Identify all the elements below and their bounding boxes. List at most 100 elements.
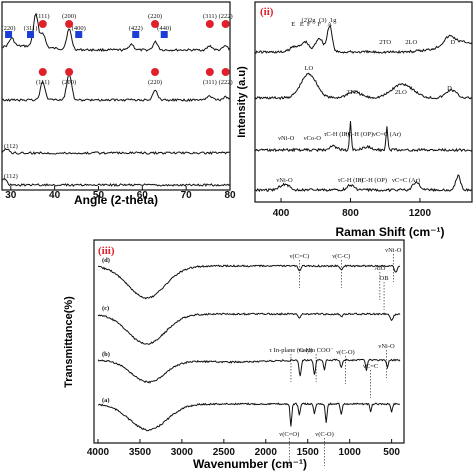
peak-label: (222) [219, 13, 233, 20]
x-tick-label: 4000 [87, 447, 110, 458]
ftir-annotation: ν(C-O) [315, 431, 333, 438]
raman-annotation: LO [304, 65, 313, 72]
square-marker [75, 31, 83, 38]
ftir-trace [97, 264, 401, 300]
xrd-trace [1, 72, 231, 102]
panel-i-frame [1, 1, 231, 191]
series-label: (a) [102, 397, 110, 404]
raman-annotation: νCo-O [304, 135, 322, 142]
circle-marker [205, 20, 214, 28]
ftir-annotation: ν(C=O) [279, 431, 299, 438]
x-tick-label: 2500 [213, 447, 236, 458]
x-tick-label: 1200 [409, 208, 432, 219]
raman-annotation: A [327, 21, 332, 28]
raman-annotation: 2LO [405, 39, 417, 46]
panel-ii-xlabel: Raman Shift (cm⁻¹) [335, 225, 444, 239]
raman-annotation: νC=C (Ar) [392, 177, 420, 184]
square-marker [132, 31, 140, 38]
trace-label: (112) [4, 143, 18, 150]
series-label: (b) [102, 351, 110, 358]
series-label: (c) [102, 305, 109, 312]
peak-label: (111) [36, 13, 50, 20]
x-tick-label: 400 [273, 208, 290, 219]
square-marker [160, 31, 168, 38]
raman-annotation: 2TO [346, 89, 358, 96]
circle-marker [65, 20, 74, 28]
circle-marker [151, 68, 160, 76]
xrd-trace [1, 12, 231, 53]
ftir-annotation: ν(C=C) [290, 253, 310, 260]
circle-marker [38, 20, 47, 28]
panel-ii-id: (ii) [260, 6, 274, 18]
raman-annotation: (3) [319, 17, 327, 24]
x-tick-label: 80 [224, 190, 236, 201]
peak-label: (220) [2, 25, 16, 32]
peak-label: (311) [203, 79, 217, 86]
panel-ii-ylabel: Intensity (a.u) [236, 66, 248, 138]
raman-annotation: τC-H (OP) [359, 177, 387, 184]
panel-iii: (iii) (d) (c) (b) (a) ν(C=C) ν(C-C) νNi-O AlO OB… [63, 239, 405, 471]
square-marker [5, 31, 13, 38]
peak-label: (440) [157, 25, 171, 32]
ftir-annotation: OB [380, 275, 390, 282]
square-marker [27, 31, 34, 38]
ftir-trace [97, 358, 401, 384]
panel-ii-frame [254, 1, 473, 203]
x-tick-label: 1500 [297, 447, 320, 458]
raman-annotation: D [447, 85, 452, 92]
raman-annotation: τC-H (OP) [345, 131, 373, 138]
ftir-annotation: ν(C-O) [336, 349, 354, 356]
peak-label: (200) [62, 13, 76, 20]
panel-iii-id: (iii) [98, 245, 115, 257]
peak-label: (200) [62, 79, 76, 86]
ftir-annotation: τ In-plane (C-H) [269, 347, 312, 354]
xrd-trace [1, 147, 231, 156]
raman-trace [254, 174, 473, 193]
raman-annotation: νNi-O [278, 135, 295, 142]
ftir-annotation: νasym COO⁻ [298, 347, 333, 354]
raman-annotation: τC-H (IP) [338, 177, 364, 184]
peak-label: (311) [24, 25, 38, 32]
raman-trace [254, 120, 473, 153]
circle-marker [221, 20, 230, 28]
raman-annotation: νC=C (Ar) [373, 131, 401, 138]
x-tick-label: 3000 [171, 447, 194, 458]
peak-label: (311) [203, 13, 217, 20]
x-tick-label: 1000 [339, 447, 362, 458]
raman-annotation: 2LO [395, 89, 407, 96]
ftir-annotation: AlO [374, 265, 386, 272]
x-tick-label: 70 [181, 190, 193, 201]
circle-marker [205, 68, 214, 76]
panel-iii-ylabel: Transmittance(%) [63, 296, 75, 388]
peak-label: (422) [129, 25, 143, 32]
panel-i-xlabel: Angle (2-theta) [74, 193, 158, 207]
x-tick-label: 30 [5, 190, 17, 201]
ftir-annotation: νC=C [363, 363, 378, 370]
ftir-trace [97, 312, 401, 345]
raman-annotation: 2TO [379, 39, 391, 46]
circle-marker [221, 68, 230, 76]
x-tick-label: 40 [49, 190, 61, 201]
circle-marker [151, 20, 160, 28]
raman-annotation: 2g [309, 17, 316, 24]
peak-label: (222) [219, 79, 233, 86]
raman-annotation: νNi-O [276, 177, 293, 184]
panel-i: (220) (311) (111) (200) (400) (422) (220) (440)… [1, 1, 236, 207]
x-tick-label: 60 [137, 190, 149, 201]
raman-annotation: E [300, 21, 304, 28]
peak-label: (400) [72, 25, 86, 32]
raman-annotation: F [317, 21, 321, 28]
x-tick-label: 50 [93, 190, 105, 201]
peak-label: (220) [148, 79, 162, 86]
circle-marker [65, 68, 74, 76]
peak-label: (220) [148, 13, 162, 20]
raman-annotation: D [451, 39, 456, 46]
x-tick-label: 3500 [129, 447, 152, 458]
ftir-annotation: ν(C-C) [332, 253, 350, 260]
raman-annotation: 1g [330, 17, 337, 24]
xrd-trace [1, 177, 231, 187]
raman-trace [254, 72, 473, 101]
raman-annotation: τC-H (IP) [324, 131, 350, 138]
panel-iii-frame [93, 239, 405, 444]
